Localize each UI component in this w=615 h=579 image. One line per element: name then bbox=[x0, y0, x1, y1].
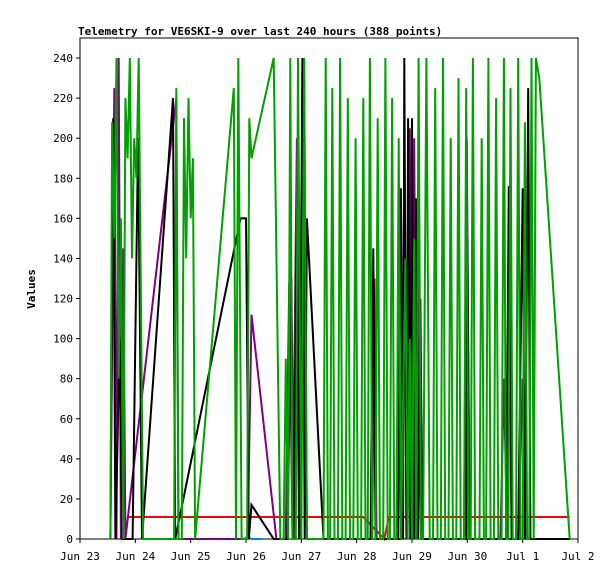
y-tick-label: 40 bbox=[60, 453, 73, 466]
x-axis-ticks: Jun 23 Jun 24 Jun 25 Jun 26 Jun 27 Jun 28 Jun … bbox=[60, 539, 595, 563]
y-tick-label: 100 bbox=[53, 333, 73, 346]
x-tick-label: Jul 2 bbox=[561, 550, 594, 563]
x-tick-label: Jun 27 bbox=[281, 550, 321, 563]
x-tick-label: Jun 30 bbox=[447, 550, 487, 563]
chart-title: Telemetry for VE6SKI-9 over last 240 hou… bbox=[78, 25, 442, 38]
y-tick-label: 140 bbox=[53, 252, 73, 265]
x-tick-label: Jun 23 bbox=[60, 550, 100, 563]
x-tick-label: Jun 29 bbox=[392, 550, 432, 563]
y-tick-label: 180 bbox=[53, 172, 73, 185]
x-tick-label: Jul 1 bbox=[506, 550, 539, 563]
x-tick-label: Jun 26 bbox=[226, 550, 266, 563]
series-line-4 bbox=[109, 57, 571, 540]
series-line-0 bbox=[127, 516, 570, 542]
y-axis-label: Values bbox=[25, 269, 38, 309]
y-tick-label: 120 bbox=[53, 293, 73, 306]
y-tick-label: 80 bbox=[60, 373, 73, 386]
y-tick-label: 160 bbox=[53, 212, 73, 225]
y-tick-label: 60 bbox=[60, 413, 73, 426]
x-tick-label: Jun 25 bbox=[171, 550, 211, 563]
x-tick-label: Jun 24 bbox=[115, 550, 155, 563]
y-tick-label: 240 bbox=[53, 52, 73, 65]
y-tick-label: 220 bbox=[53, 92, 73, 105]
x-tick-label: Jun 28 bbox=[337, 550, 377, 563]
y-tick-label: 20 bbox=[60, 493, 73, 506]
series-layer bbox=[109, 57, 571, 542]
y-axis-ticks: 0 20 40 60 80 100 120 140 160 180 200 220 240 bbox=[53, 52, 80, 546]
y-tick-label: 0 bbox=[66, 533, 73, 546]
y-tick-label: 200 bbox=[53, 132, 73, 145]
